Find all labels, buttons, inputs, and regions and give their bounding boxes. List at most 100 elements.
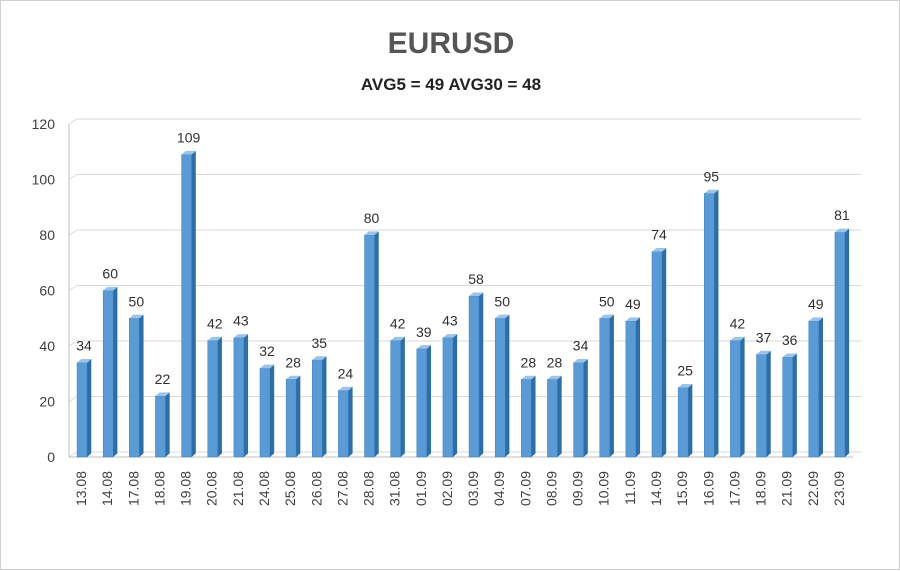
bar <box>442 334 458 458</box>
bar-side <box>217 336 222 457</box>
bar <box>547 375 562 458</box>
bar-front <box>102 290 114 458</box>
data-label: 42 <box>390 315 406 331</box>
x-tick-labels: 13.08 14.08 17.08 18.08 19.08 20.08 21.08 24.08… <box>73 471 847 506</box>
x-tick-label: 26.08 <box>308 471 324 506</box>
data-label: 58 <box>468 271 484 287</box>
y-tick-label: 80 <box>39 227 55 243</box>
bar-side <box>348 386 353 457</box>
x-tick-label: 01.09 <box>413 471 429 506</box>
bar-front <box>756 354 767 458</box>
data-label: 50 <box>494 293 510 309</box>
bar-top <box>207 336 222 341</box>
bar <box>677 384 693 458</box>
bar-side <box>165 392 170 457</box>
data-label: 50 <box>599 293 615 309</box>
bar-top <box>782 353 797 358</box>
bar-front <box>494 318 506 458</box>
data-label: 60 <box>102 266 118 282</box>
bar-top <box>704 189 719 194</box>
bar-side <box>452 334 458 457</box>
y-tick-label: 60 <box>39 283 55 299</box>
bar-side <box>635 317 641 457</box>
bar-front <box>338 390 349 458</box>
data-label: 22 <box>155 371 171 387</box>
gridline-diagonal <box>68 229 78 236</box>
bar <box>338 386 353 458</box>
bar-front <box>129 318 140 458</box>
bar-front <box>233 337 245 458</box>
x-tick-label: 20.08 <box>204 471 220 506</box>
data-label: 74 <box>651 227 667 243</box>
bar-top <box>547 375 562 380</box>
data-label: 49 <box>625 296 641 312</box>
bar-side <box>270 364 275 457</box>
bar-side <box>844 228 850 457</box>
bar-side <box>662 248 667 457</box>
bar-front <box>573 362 584 458</box>
data-label: 34 <box>573 338 589 354</box>
bar-front <box>364 234 375 458</box>
bar <box>233 334 249 458</box>
bar-side <box>191 150 196 458</box>
bar-top <box>442 334 458 338</box>
bar-front <box>677 387 689 458</box>
data-label: 43 <box>442 313 458 329</box>
bar <box>129 314 144 458</box>
bar-side <box>322 356 327 457</box>
data-label: 43 <box>233 313 249 329</box>
bar-top <box>834 228 850 233</box>
bar-front <box>547 379 558 458</box>
bar-side <box>740 336 745 457</box>
data-label: 39 <box>416 324 432 340</box>
bar-front <box>416 348 428 458</box>
x-tick-label: 23.09 <box>831 471 847 506</box>
bar-front <box>730 340 741 458</box>
bar-side <box>139 314 144 457</box>
x-tick-label: 04.09 <box>491 471 507 506</box>
bar <box>494 314 510 458</box>
x-tick-label: 28.08 <box>361 471 377 506</box>
bar-side <box>792 353 797 457</box>
bar <box>364 231 379 458</box>
x-tick-label: 02.09 <box>439 471 455 506</box>
y-tick-label: 0 <box>47 449 55 465</box>
x-tick-label: 27.08 <box>334 471 350 506</box>
bar-top <box>730 336 745 341</box>
bar-side <box>426 345 431 457</box>
bar <box>259 364 275 458</box>
bar-front <box>704 193 715 458</box>
bar-top <box>521 375 536 380</box>
bar-front <box>442 337 454 458</box>
x-tick-label: 21.09 <box>779 471 795 506</box>
gridline-diagonal <box>68 174 78 180</box>
bar-top <box>495 314 510 319</box>
data-label: 24 <box>338 365 354 381</box>
gridline-diagonal <box>68 285 78 291</box>
gridline-diagonal <box>68 118 78 125</box>
y-tick-label: 20 <box>39 394 55 410</box>
x-tick-label: 10.09 <box>596 471 612 506</box>
bar-side <box>87 359 92 457</box>
x-tick-label: 17.08 <box>125 471 141 506</box>
bar-top <box>808 317 823 322</box>
x-tick-label: 22.09 <box>805 471 821 506</box>
chart-subtitle: AVG5 = 49 AVG30 = 48 <box>360 75 542 94</box>
bar-side <box>374 231 379 457</box>
x-tick-label: 07.09 <box>517 471 533 506</box>
bar-top <box>599 314 614 319</box>
data-label: 32 <box>259 343 275 359</box>
data-label: 95 <box>703 168 719 184</box>
x-tick-label: 13.08 <box>73 471 89 506</box>
x-tick-label: 18.08 <box>151 471 167 506</box>
x-tick-label: 17.09 <box>726 471 742 506</box>
bar-front <box>521 379 532 458</box>
bar-side <box>688 384 693 457</box>
bar <box>704 189 719 458</box>
data-label: 80 <box>364 210 380 226</box>
bar <box>808 317 823 458</box>
y-tick-label: 120 <box>32 116 56 132</box>
bar <box>834 228 850 458</box>
x-tick-label: 03.09 <box>465 471 481 506</box>
